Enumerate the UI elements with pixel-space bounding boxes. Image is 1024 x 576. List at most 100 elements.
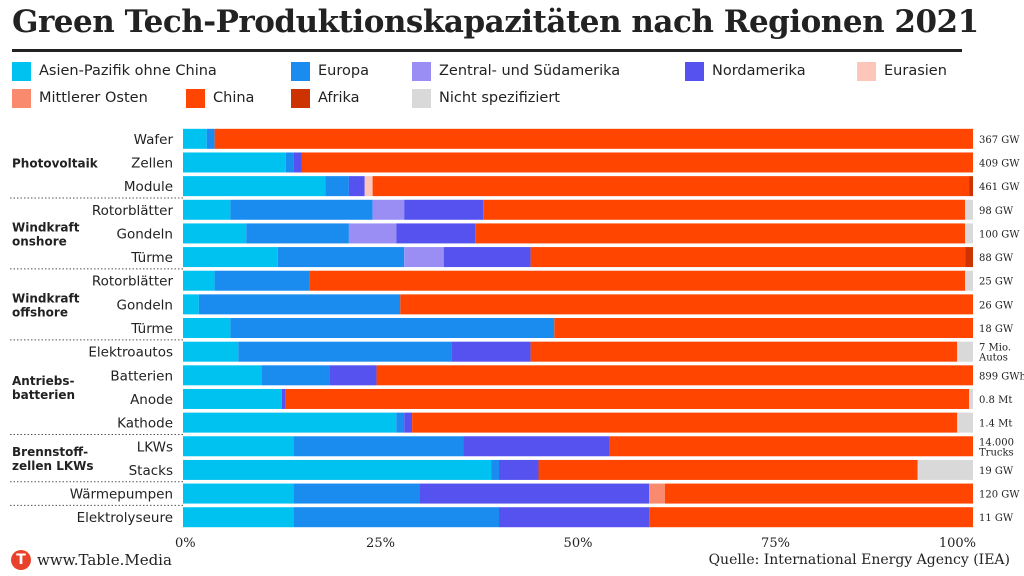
legend-swatch	[186, 88, 205, 108]
bar-segment	[372, 199, 405, 220]
category-label: Wärmepumpen	[70, 487, 173, 503]
bar-segment	[183, 507, 294, 528]
legend-swatch	[12, 88, 31, 108]
bar-segment	[483, 199, 966, 220]
bar-segment	[285, 388, 970, 409]
legend-label: China	[213, 90, 255, 106]
x-tick-label: 100%	[939, 536, 976, 551]
capacity-label: 899 GWh	[979, 371, 1024, 382]
capacity-label: 14.000	[979, 437, 1014, 448]
legend-label: Zentral- und Südamerika	[439, 63, 621, 79]
bar-segment	[214, 270, 310, 291]
bar-segment	[348, 176, 365, 197]
bar-segment	[404, 412, 413, 433]
bar-segment	[198, 294, 401, 315]
bar-segment	[293, 436, 464, 457]
category-label: Türme	[130, 321, 173, 337]
legend-swatch	[412, 61, 431, 81]
category-label: Wafer	[134, 132, 174, 148]
bar-segment	[420, 483, 650, 504]
bar-segment	[262, 365, 330, 386]
legend-swatch	[857, 61, 876, 81]
bar-segment	[230, 199, 373, 220]
legend-swatch	[412, 88, 431, 108]
bar-segment	[412, 412, 958, 433]
bar-segment	[957, 341, 973, 362]
capacity-label: 461 GW	[979, 182, 1020, 193]
bar-segment	[281, 388, 286, 409]
bar-segment	[183, 483, 294, 504]
bar-segment	[348, 223, 397, 244]
capacity-label: 19 GW	[979, 466, 1014, 477]
capacity-label: 1.4 Mt	[979, 419, 1012, 430]
legend-swatch	[291, 61, 310, 81]
bar-segment	[183, 176, 326, 197]
bar-segment	[404, 199, 484, 220]
title-underline	[12, 49, 962, 52]
legend-item: Nordamerika	[685, 60, 806, 82]
capacity-label: 25 GW	[979, 277, 1014, 288]
group-label: Antriebs-	[12, 374, 74, 388]
category-label: Batterien	[110, 368, 173, 384]
legend-item: Nicht spezifiziert	[412, 87, 560, 109]
bar-segment	[530, 247, 966, 268]
group-label: zellen LKWs	[12, 459, 94, 473]
group-label: Photovoltaik	[12, 156, 99, 170]
x-tick-label: 0%	[175, 536, 196, 551]
legend-item: Europa	[291, 60, 369, 82]
bar-segment	[649, 507, 973, 528]
capacity-label: 26 GW	[979, 300, 1014, 311]
bar-segment	[293, 152, 302, 173]
bar-segment	[396, 412, 405, 433]
capacity-label: 88 GW	[979, 253, 1014, 264]
x-tick-label: 50%	[564, 536, 593, 551]
legend-swatch	[291, 88, 310, 108]
bar-segment	[917, 459, 973, 480]
bar-segment	[443, 247, 531, 268]
bar-segment	[364, 176, 373, 197]
bar-segment	[206, 128, 215, 149]
legend-swatch	[685, 61, 704, 81]
bar-segment	[965, 223, 973, 244]
bar-segment	[285, 152, 294, 173]
legend-label: Nordamerika	[712, 63, 806, 79]
bar-segment	[246, 223, 349, 244]
bar-segment	[491, 459, 499, 480]
bar-segment	[969, 388, 973, 409]
category-label: LKWs	[137, 439, 173, 455]
category-label: Anode	[130, 392, 173, 408]
table-media-logo-icon: T	[11, 550, 31, 570]
bar-segment	[183, 247, 278, 268]
bar-segment	[957, 412, 973, 433]
bar-segment	[664, 483, 973, 504]
chart-legend: Asien-Pazifik ohne China Europa Zentral- u…	[12, 60, 1012, 116]
bar-segment	[183, 341, 239, 362]
bar-segment	[183, 388, 282, 409]
bar-segment	[609, 436, 973, 457]
bar-segment	[451, 341, 531, 362]
bar-segment	[230, 318, 555, 339]
group-label: offshore	[12, 305, 68, 319]
bar-segment	[183, 459, 492, 480]
bar-segment	[309, 270, 966, 291]
bar-segment	[183, 199, 231, 220]
bar-segment	[499, 507, 650, 528]
category-label: Gondeln	[117, 226, 173, 242]
bar-segment	[183, 270, 215, 291]
bar-segment	[376, 365, 973, 386]
group-label: Windkraft	[12, 291, 80, 305]
chart-title: Green Tech-Produktionskapazitäten nach R…	[12, 4, 979, 40]
group-label: Brennstoff-	[12, 445, 88, 459]
bar-segment	[554, 318, 973, 339]
bar-segment	[475, 223, 966, 244]
bar-segment	[396, 223, 476, 244]
category-label: Gondeln	[117, 297, 173, 313]
bar-segment	[499, 459, 539, 480]
category-label: Module	[124, 179, 173, 195]
legend-label: Mittlerer Osten	[39, 90, 148, 106]
bar-segment	[293, 483, 420, 504]
bar-segment	[965, 270, 973, 291]
bar-segment	[649, 483, 665, 504]
group-label: onshore	[12, 234, 67, 248]
bar-segment	[329, 365, 377, 386]
